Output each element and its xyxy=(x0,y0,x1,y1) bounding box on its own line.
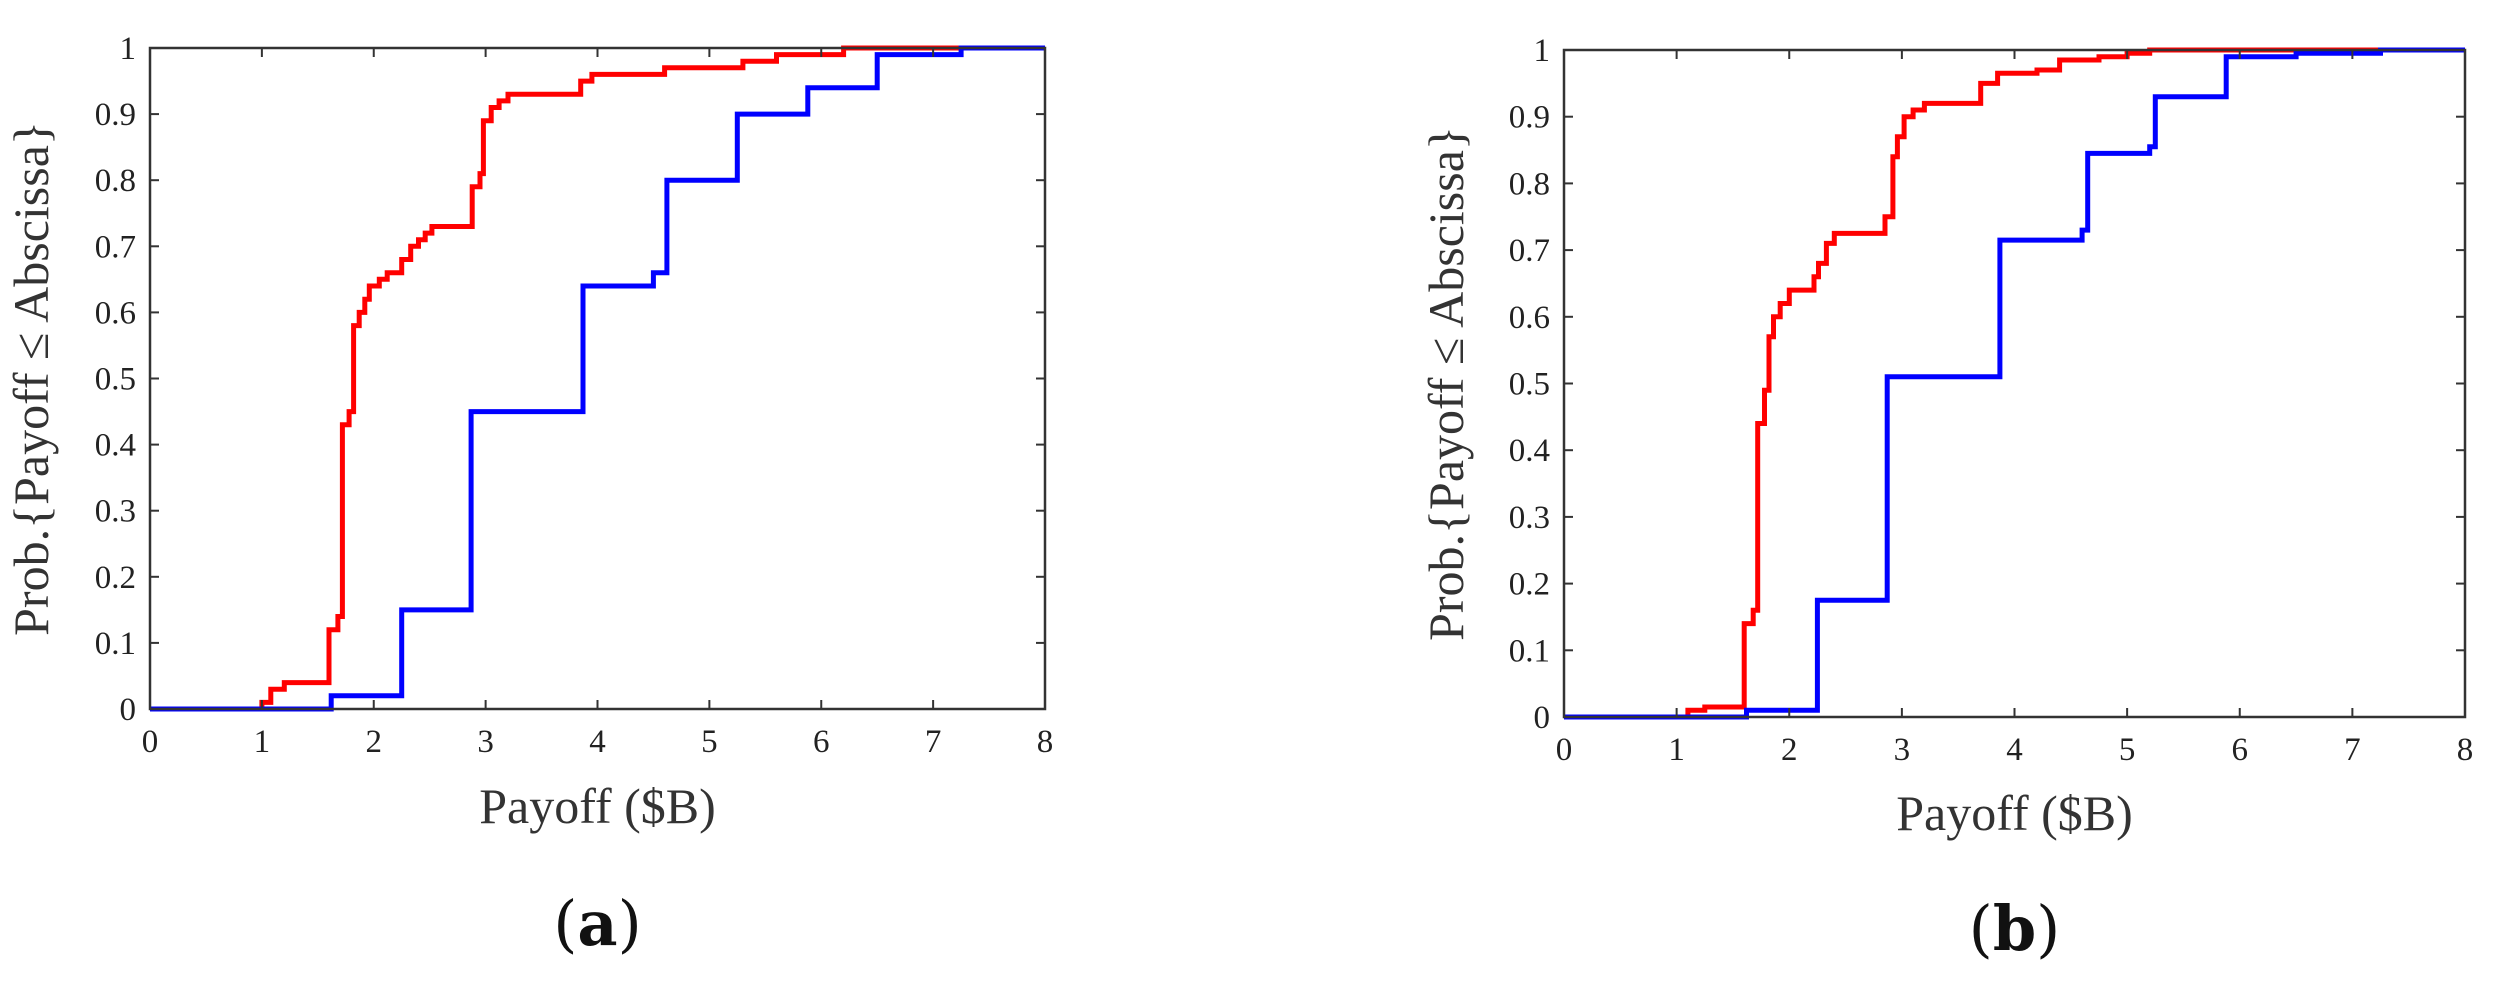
panel-a-y-tick-label: 0.6 xyxy=(95,295,136,331)
panel-a-y-tick-label: 0 xyxy=(120,692,137,728)
panel-a-series-red-line xyxy=(150,45,1045,712)
panel-a-y-tick-label: 0.7 xyxy=(95,229,136,265)
panel-b-chart: 0 1 2 3 4 5 6 7 8 0 0.1 0.2 0.3 0.4 0.5 0.6 0.7 0.8 0.9 1 Pa… xyxy=(1418,33,2473,965)
panel-b-x-tick-label: 1 xyxy=(1668,732,1685,768)
panel-b-panel-label-open-paren: ( xyxy=(1969,892,1993,965)
panel-b-x-tick-label: 3 xyxy=(1894,732,1911,768)
panel-b-y-tick-label: 0.4 xyxy=(1509,433,1550,469)
panel-a-y-tick-label: 1 xyxy=(120,31,137,67)
panel-b-y-tick-label: 0.6 xyxy=(1509,300,1550,336)
panel-a-y-tick-label: 0.9 xyxy=(95,97,136,133)
panel-a-y-tick-label: 0.3 xyxy=(95,494,136,530)
panel-b-series-red-line xyxy=(1564,47,2465,720)
panel-b-x-tick-label: 0 xyxy=(1556,732,1573,768)
panel-b-x-tick-label: 2 xyxy=(1781,732,1798,768)
panel-b-y-tick-label: 0.8 xyxy=(1509,166,1550,202)
panel-b-panel-label: (b) xyxy=(1969,892,2061,965)
panel-a-x-tick-label: 0 xyxy=(142,724,159,760)
panel-a-x-tick-label: 4 xyxy=(589,724,606,760)
panel-a-plot-frame xyxy=(148,46,1047,711)
panel-a-x-tick-label: 7 xyxy=(925,724,942,760)
panel-b-plot-frame xyxy=(1562,48,2467,719)
panel-a-x-axis-title: Payoff ($B) xyxy=(479,778,716,834)
panel-a-panel-label-open-paren: ( xyxy=(553,887,577,960)
panel-b-y-tick-label: 1 xyxy=(1534,33,1551,69)
panel-b-x-tick-label: 6 xyxy=(2232,732,2249,768)
panel-b-y-tick-label: 0.1 xyxy=(1509,633,1550,669)
panel-b-y-tick-label: 0 xyxy=(1534,700,1551,736)
panel-b-y-tick-label: 0.3 xyxy=(1509,500,1550,536)
panel-a-y-tick-label: 0.2 xyxy=(95,560,136,596)
panel-a-x-tick-label: 2 xyxy=(366,724,383,760)
panel-b-y-tick-label: 0.2 xyxy=(1509,567,1550,603)
panel-b-x-tick-label: 4 xyxy=(2006,732,2023,768)
panel-b-series-blue-line xyxy=(1564,47,2465,720)
panel-b-x-tick-label: 7 xyxy=(2344,732,2361,768)
panel-a-y-tick-label: 0.5 xyxy=(95,362,136,398)
panel-b-panel-label-letter: b xyxy=(1993,892,2036,965)
panel-a-y-axis-title: Prob.{Payoff ≤ Abscissa} xyxy=(3,121,59,636)
panel-b-x-tick-label: 8 xyxy=(2457,732,2474,768)
panel-a-x-tick-label: 3 xyxy=(477,724,494,760)
panel-a-x-tick-label: 6 xyxy=(813,724,830,760)
panel-a-chart: 0 1 2 3 4 5 6 7 8 0 0.1 0.2 0.3 0.4 0.5 0.6 0.7 0.8 0.9 1 Pa… xyxy=(3,31,1053,960)
panel-a-panel-label: (a) xyxy=(553,887,642,960)
panel-a-panel-label-letter: a xyxy=(577,887,617,960)
panel-b-y-axis-title: Prob.{Payoff ≤ Abscissa} xyxy=(1418,126,1474,641)
panel-a-y-tick-label: 0.4 xyxy=(95,428,136,464)
panel-a-y-tick-label: 0.1 xyxy=(95,626,136,662)
panel-b-x-axis-title: Payoff ($B) xyxy=(1896,785,2133,841)
panel-a-y-tick-label: 0.8 xyxy=(95,163,136,199)
panel-a-x-tick-label: 1 xyxy=(254,724,271,760)
panel-b-y-tick-label: 0.5 xyxy=(1509,367,1550,403)
panel-b-y-tick-label: 0.9 xyxy=(1509,100,1550,136)
panel-b-x-tick-label: 5 xyxy=(2119,732,2136,768)
panel-a-panel-label-close-paren: ) xyxy=(618,887,642,960)
panel-a-series-blue-line xyxy=(150,45,1045,712)
panel-a-x-tick-label: 5 xyxy=(701,724,718,760)
panel-b-y-tick-label: 0.7 xyxy=(1509,233,1550,269)
panel-a-x-tick-label: 8 xyxy=(1037,724,1054,760)
panel-b-panel-label-close-paren: ) xyxy=(2036,892,2060,965)
